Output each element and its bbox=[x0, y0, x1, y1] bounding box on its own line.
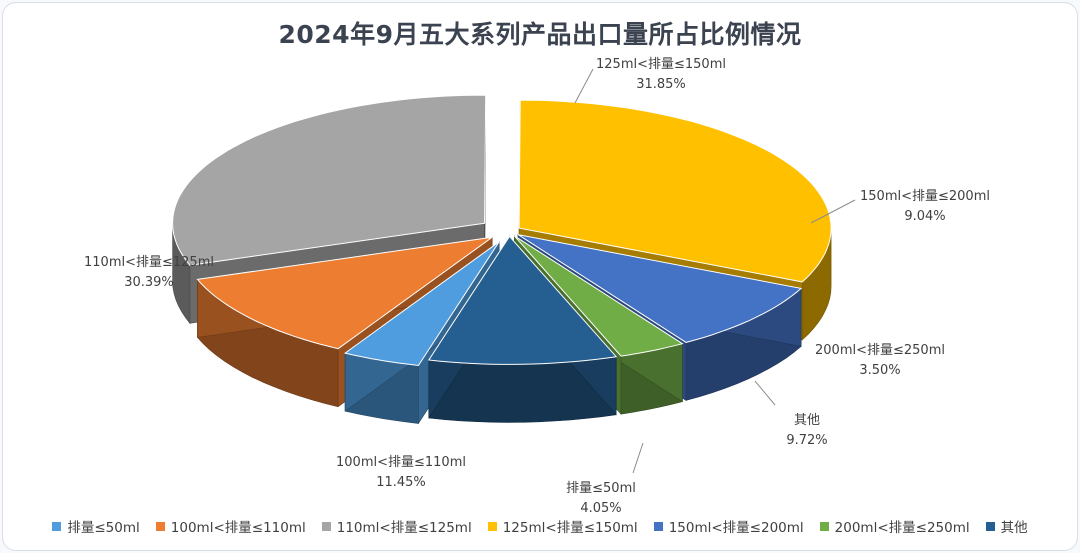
legend-swatch bbox=[653, 521, 663, 531]
legend-swatch bbox=[819, 521, 829, 531]
data-label-name: 150ml<排量≤200ml bbox=[860, 189, 990, 204]
data-label-name: 125ml<排量≤150ml bbox=[596, 57, 726, 72]
data-label-value: 9.04% bbox=[904, 209, 946, 224]
chart-title: 2024年9月五大系列产品出口量所占比例情况 bbox=[278, 20, 802, 49]
legend-item-3: 125ml<排量≤150ml bbox=[487, 516, 638, 536]
pie-slice-5 bbox=[513, 235, 684, 357]
data-label-value: 11.45% bbox=[376, 475, 426, 490]
data-label-6: 其他 9.72% bbox=[717, 411, 897, 451]
data-label-0: 排量≤50ml 4.05% bbox=[511, 479, 691, 519]
data-label-1: 100ml<排量≤110ml 11.45% bbox=[311, 453, 491, 493]
data-label-name: 其他 bbox=[793, 413, 820, 428]
legend-label: 150ml<排量≤200ml bbox=[668, 520, 804, 536]
pie-slice-4 bbox=[517, 234, 803, 343]
legend-item-2: 110ml<排量≤125ml bbox=[321, 516, 472, 536]
legend-item-4: 150ml<排量≤200ml bbox=[653, 516, 804, 536]
legend-label: 125ml<排量≤150ml bbox=[502, 520, 638, 536]
data-label-value: 9.72% bbox=[786, 433, 828, 448]
leader-line-6 bbox=[754, 380, 776, 406]
data-label-value: 30.39% bbox=[124, 275, 174, 290]
data-label-value: 31.85% bbox=[636, 77, 686, 92]
leader-line-0 bbox=[632, 442, 644, 474]
legend-item-1: 100ml<排量≤110ml bbox=[155, 516, 306, 536]
data-label-name: 排量≤50ml bbox=[566, 481, 636, 496]
slice-tops bbox=[172, 94, 832, 367]
legend-item-0: 排量≤50ml bbox=[52, 516, 140, 536]
pie-slice-3 bbox=[518, 99, 832, 283]
data-label-4: 150ml<排量≤200ml 9.04% bbox=[835, 187, 1015, 227]
legend-swatch bbox=[155, 521, 165, 531]
data-label-3: 125ml<排量≤150ml 31.85% bbox=[571, 55, 751, 95]
leader-line-3 bbox=[574, 68, 594, 104]
legend: 排量≤50ml 100ml<排量≤110ml 110ml<排量≤125ml 125ml… bbox=[3, 516, 1077, 536]
legend-item-5: 200ml<排量≤250ml bbox=[819, 516, 970, 536]
legend-swatch bbox=[487, 521, 497, 531]
legend-swatch bbox=[321, 521, 331, 531]
legend-swatch bbox=[985, 521, 995, 531]
legend-label: 排量≤50ml bbox=[67, 520, 140, 536]
data-label-value: 3.50% bbox=[859, 363, 901, 378]
legend-label: 110ml<排量≤125ml bbox=[336, 520, 472, 536]
pie-slice-1 bbox=[196, 236, 493, 350]
data-label-name: 200ml<排量≤250ml bbox=[815, 343, 945, 358]
data-label-5: 200ml<排量≤250ml 3.50% bbox=[790, 341, 970, 381]
leader-line-4 bbox=[810, 199, 856, 224]
pie-slice-6 bbox=[427, 235, 618, 365]
legend-swatch bbox=[52, 521, 62, 531]
pie-slice-0 bbox=[343, 241, 500, 367]
pie-chart bbox=[172, 68, 856, 474]
data-label-name: 110ml<排量≤125ml bbox=[84, 255, 214, 270]
data-label-value: 4.05% bbox=[580, 501, 622, 516]
data-label-2: 110ml<排量≤125ml 30.39% bbox=[59, 253, 239, 293]
data-label-name: 100ml<排量≤110ml bbox=[336, 455, 466, 470]
legend-item-6: 其他 bbox=[985, 516, 1028, 536]
legend-label: 100ml<排量≤110ml bbox=[170, 520, 306, 536]
legend-label: 200ml<排量≤250ml bbox=[834, 520, 970, 536]
pie-slice-2 bbox=[172, 94, 487, 266]
legend-label: 其他 bbox=[1000, 520, 1028, 536]
